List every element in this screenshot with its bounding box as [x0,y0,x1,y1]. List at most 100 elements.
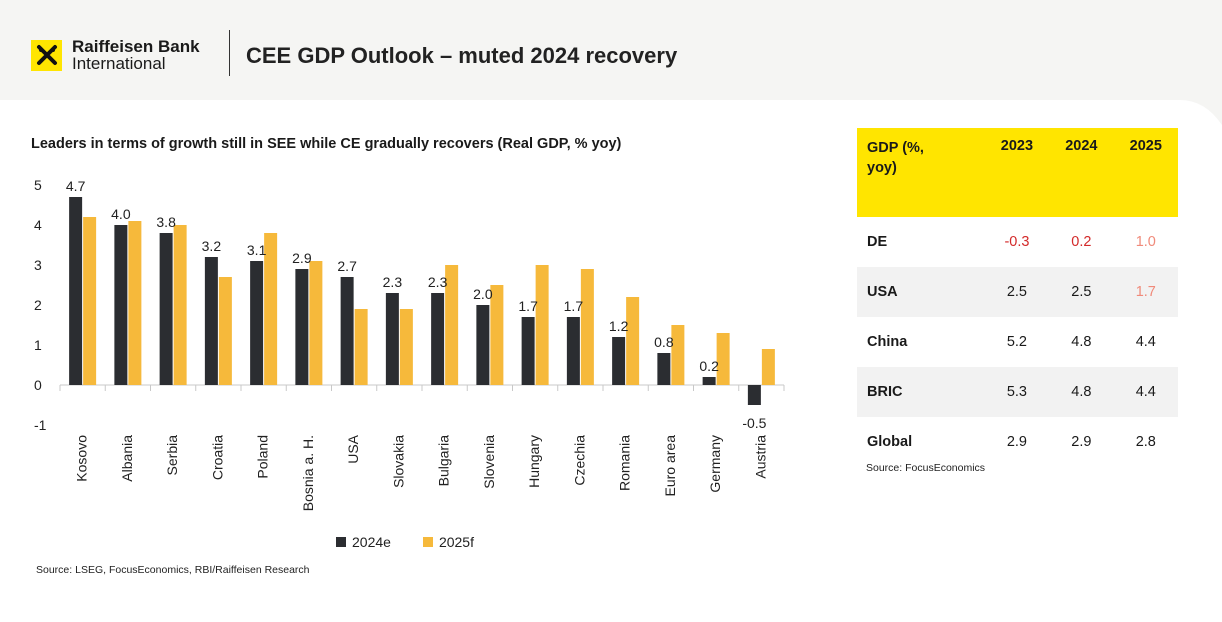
bar-2024e [521,317,535,385]
table-cell: 4.4 [1113,367,1178,417]
table-cell: 4.8 [1071,334,1092,350]
bar-2025f [626,297,640,385]
bar-2025f [761,349,775,385]
bar-2025f [264,233,278,385]
data-label: -0.5 [742,415,766,431]
chart-source: Source: LSEG, FocusEconomics, RBI/Raiffe… [36,564,310,576]
x-category-label: Bulgaria [436,435,452,487]
row-label: Global [867,434,913,450]
bar-2025f [128,221,142,385]
chart-title: Leaders in terms of growth still in SEE … [31,136,622,152]
bar-2024e [747,385,761,405]
bar-2024e [385,293,399,385]
x-category-label: Albania [119,435,135,482]
table-row: China 5.2 4.8 4.4 [857,317,1178,367]
brand-logo: Raiffeisen Bank International [31,38,200,72]
legend-label-2025: 2025f [438,534,474,550]
table-row: Global 2.9 2.9 2.8 [857,417,1178,467]
gdp-outlook-table: GDP (%, yoy) 2023 2024 2025 DE -0.3 0.2 … [857,128,1178,467]
data-label: 4.0 [111,206,131,222]
x-category-label: Romania [617,435,633,491]
header-divider [229,30,230,76]
row-label: BRIC [857,367,985,417]
bar-2024e [657,353,671,385]
table-cell: 2.9 [1071,434,1092,450]
bar-2025f [399,309,413,385]
y-tick-label: 5 [34,177,42,193]
legend-item-2025: 2025f [422,534,474,550]
x-category-label: Euro area [662,435,678,497]
bar-2024e [612,337,626,385]
table-row: USA 2.5 2.5 1.7 [857,267,1178,317]
y-tick-label: 4 [34,217,42,233]
legend-swatch-2025 [422,537,433,547]
data-label: 2.3 [428,274,448,290]
table-cell: 2.8 [1135,434,1156,450]
table-header-label: GDP (%, yoy) [857,128,985,217]
table-header-label-line2: yoy) [867,160,897,176]
table-cell: 4.8 [1049,367,1114,417]
bar-2025f [535,265,549,385]
data-label: 0.2 [699,358,719,374]
x-category-label: Poland [255,435,271,479]
data-label: 2.7 [337,258,357,274]
row-label: USA [857,267,985,317]
data-label: 2.9 [292,250,312,266]
table-cell: 1.0 [1135,234,1156,250]
data-label: 3.1 [247,242,267,258]
table-row: DE -0.3 0.2 1.0 [857,217,1178,267]
brand-subname: International [72,54,166,73]
x-category-label: Croatia [209,435,225,480]
page-title: CEE GDP Outlook – muted 2024 recovery [246,43,678,68]
legend-label-2024: 2024e [352,534,391,550]
brand-name: Raiffeisen Bank [72,37,200,56]
table-cell: 4.4 [1135,334,1156,350]
raiffeisen-gable-cross-icon [31,39,62,71]
bar-2024e [702,377,716,385]
bar-2025f [309,261,323,385]
x-category-label: Bosnia a. H. [300,435,316,511]
x-category-label: Slovakia [390,435,406,488]
x-category-label: Kosovo [74,435,90,482]
table-cell: 1.7 [1113,267,1178,317]
table-header-row: GDP (%, yoy) 2023 2024 2025 [857,128,1178,217]
x-category-label: Germany [707,435,723,493]
x-category-label: Hungary [526,435,542,488]
table-cell: 0.2 [1071,234,1092,250]
bar-2025f [580,269,594,385]
x-category-label: Austria [752,435,768,479]
data-label: 2.3 [383,274,403,290]
legend-item-2024: 2024e [336,534,391,550]
bar-2024e [431,293,445,385]
bar-2025f [83,217,97,385]
data-label: 1.7 [564,298,584,314]
table-cell: -0.3 [1004,234,1030,250]
bar-2024e [250,261,264,385]
x-category-label: Slovenia [481,435,497,489]
table-cell: 2.5 [984,267,1050,317]
bar-2025f [671,325,685,385]
header-band [0,0,1222,100]
y-tick-label: 1 [34,337,42,353]
bar-2025f [354,309,368,385]
bar-2024e [204,257,218,385]
row-label: China [867,334,908,350]
x-category-label: USA [345,434,361,463]
table-row: BRIC 5.3 4.8 4.4 [857,367,1178,417]
y-tick-label: 0 [34,377,42,393]
data-label: 1.2 [609,318,629,334]
data-label: 4.7 [66,178,86,194]
y-tick-label: 3 [34,257,42,273]
bar-2024e [114,225,128,385]
x-category-label: Czechia [571,435,587,486]
data-label: 2.0 [473,286,493,302]
bar-2024e [476,305,490,385]
table-cell: 2.9 [1006,434,1028,450]
bar-2024e [566,317,580,385]
table-header-year: 2023 [984,128,1050,217]
bar-2024e [340,277,354,385]
header-curve-decoration [0,95,1222,125]
table-cell: 2.5 [1049,267,1114,317]
bar-2025f [173,225,187,385]
row-label: DE [867,234,888,250]
